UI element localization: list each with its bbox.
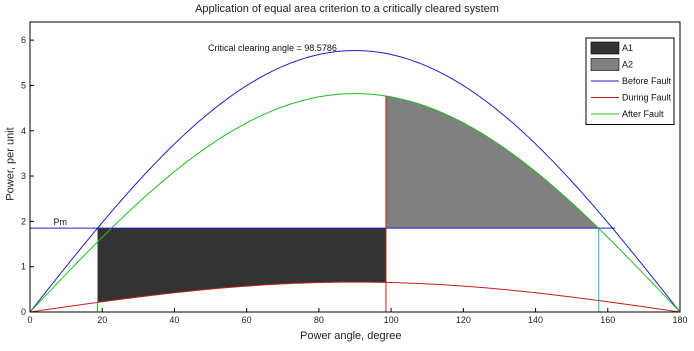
x-tick-label: 20 <box>97 315 107 325</box>
y-tick-label: 5 <box>21 80 26 90</box>
area-a2 <box>385 96 599 229</box>
legend-label: During Fault <box>622 93 672 103</box>
y-tick-label: 4 <box>21 126 26 136</box>
y-tick-label: 0 <box>21 307 26 317</box>
pm-label: Pm <box>53 217 67 227</box>
legend-swatch-a1 <box>590 41 620 55</box>
during-fault-line <box>29 281 681 313</box>
chart-title: Application of equal area criterion to a… <box>195 3 499 15</box>
x-tick-label: 80 <box>314 315 324 325</box>
x-tick-label: 100 <box>384 315 399 325</box>
before-fault-line <box>29 50 681 313</box>
x-tick-label: 40 <box>169 315 179 325</box>
area-a1 <box>97 228 386 303</box>
x-tick-label: 60 <box>242 315 252 325</box>
x-tick-label: 160 <box>600 315 615 325</box>
legend-label: After Fault <box>622 109 664 119</box>
legend-label: A1 <box>622 43 633 53</box>
x-tick-label: 0 <box>27 315 32 325</box>
x-tick-label: 140 <box>528 315 543 325</box>
y-tick-label: 3 <box>21 171 26 181</box>
y-tick-label: 2 <box>21 216 26 226</box>
y-axis-label: Power, per unit <box>4 127 17 201</box>
critical-angle-annotation: Critical clearing angle = 98.5786 <box>208 43 337 53</box>
after-fault-line <box>29 93 681 313</box>
legend-label: A2 <box>622 60 633 70</box>
x-tick-label: 120 <box>456 315 471 325</box>
y-tick-label: 1 <box>21 262 26 272</box>
plot-frame <box>29 21 681 313</box>
x-axis-label: Power angle, degree <box>300 330 402 342</box>
legend-label: Before Fault <box>622 76 672 86</box>
legend-swatch-a2 <box>590 58 620 71</box>
y-tick-label: 6 <box>21 35 26 45</box>
x-tick-label: 180 <box>672 315 687 325</box>
